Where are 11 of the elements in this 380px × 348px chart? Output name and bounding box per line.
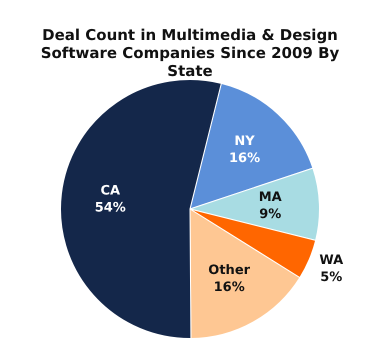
slice-label: NY <box>234 134 256 149</box>
data-label: 54% <box>94 200 126 216</box>
chart-title: Deal Count in Multimedia & Design Software Companies Since 2009 By State <box>40 25 340 80</box>
data-label: 5% <box>320 270 342 285</box>
data-label: 16% <box>228 150 260 166</box>
slice-label: MA <box>258 190 282 205</box>
slice-label: WA <box>319 252 344 268</box>
data-label: 16% <box>214 280 245 295</box>
slice-label: Other <box>208 262 251 278</box>
slice-label: CA <box>100 183 120 198</box>
data-label: 9% <box>259 206 282 222</box>
